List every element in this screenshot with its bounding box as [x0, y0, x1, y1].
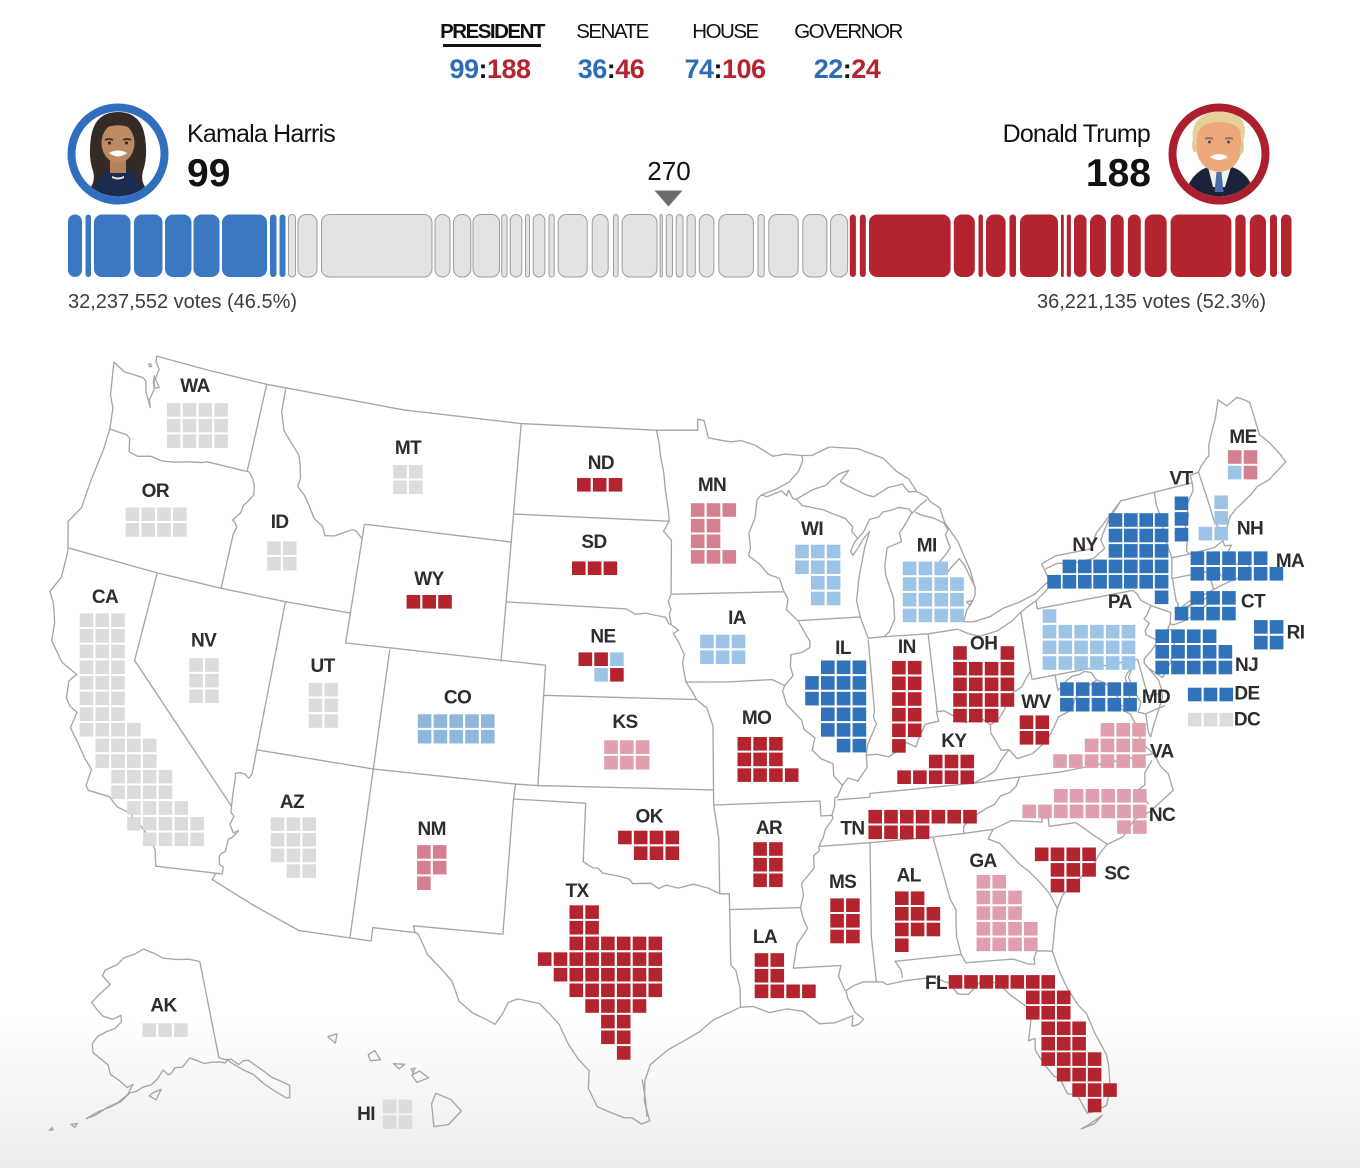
svg-text:AZ: AZ	[280, 792, 305, 813]
svg-text:MD: MD	[1142, 687, 1170, 708]
svg-text:UT: UT	[311, 656, 336, 677]
svg-text:OK: OK	[636, 807, 664, 828]
svg-text:AL: AL	[897, 866, 922, 887]
svg-text:NE: NE	[590, 626, 615, 647]
svg-text:MA: MA	[1276, 551, 1305, 572]
svg-text:FL: FL	[925, 973, 948, 994]
svg-text:MS: MS	[829, 872, 856, 893]
svg-text:IL: IL	[835, 638, 852, 659]
svg-text:KS: KS	[612, 712, 637, 733]
svg-text:KY: KY	[941, 731, 967, 752]
svg-text:WA: WA	[180, 376, 210, 397]
svg-text:MT: MT	[395, 438, 422, 459]
svg-text:MI: MI	[917, 535, 937, 556]
svg-text:ID: ID	[271, 512, 289, 533]
svg-text:VA: VA	[1150, 742, 1175, 763]
svg-text:MO: MO	[742, 708, 771, 729]
svg-text:RI: RI	[1287, 623, 1305, 644]
svg-text:OR: OR	[142, 481, 170, 502]
svg-text:MN: MN	[698, 475, 726, 496]
svg-text:TX: TX	[565, 881, 589, 902]
svg-text:WY: WY	[414, 569, 444, 590]
svg-text:DC: DC	[1234, 709, 1261, 730]
svg-text:NH: NH	[1237, 518, 1263, 539]
svg-text:OH: OH	[970, 634, 997, 655]
svg-text:LA: LA	[753, 927, 778, 948]
svg-text:HI: HI	[357, 1104, 375, 1125]
svg-text:IA: IA	[728, 608, 747, 629]
svg-text:NY: NY	[1072, 535, 1098, 556]
svg-text:ND: ND	[588, 453, 614, 474]
svg-text:NJ: NJ	[1235, 655, 1258, 676]
svg-text:DE: DE	[1234, 684, 1259, 705]
svg-text:PA: PA	[1108, 592, 1133, 613]
svg-text:NV: NV	[191, 631, 217, 652]
svg-text:AR: AR	[756, 818, 783, 839]
svg-text:AK: AK	[150, 996, 177, 1017]
svg-text:WV: WV	[1021, 692, 1051, 713]
svg-text:TN: TN	[840, 819, 864, 840]
svg-text:SD: SD	[581, 532, 606, 553]
svg-text:NM: NM	[418, 819, 446, 840]
svg-text:WI: WI	[801, 519, 823, 540]
svg-text:ME: ME	[1229, 427, 1256, 448]
svg-text:VT: VT	[1169, 469, 1193, 490]
svg-text:GA: GA	[969, 851, 997, 872]
svg-text:NC: NC	[1149, 805, 1176, 826]
svg-text:SC: SC	[1104, 864, 1130, 885]
svg-text:CT: CT	[1241, 591, 1266, 612]
svg-text:CO: CO	[444, 688, 471, 709]
svg-text:CA: CA	[92, 587, 119, 608]
svg-text:IN: IN	[898, 637, 916, 658]
